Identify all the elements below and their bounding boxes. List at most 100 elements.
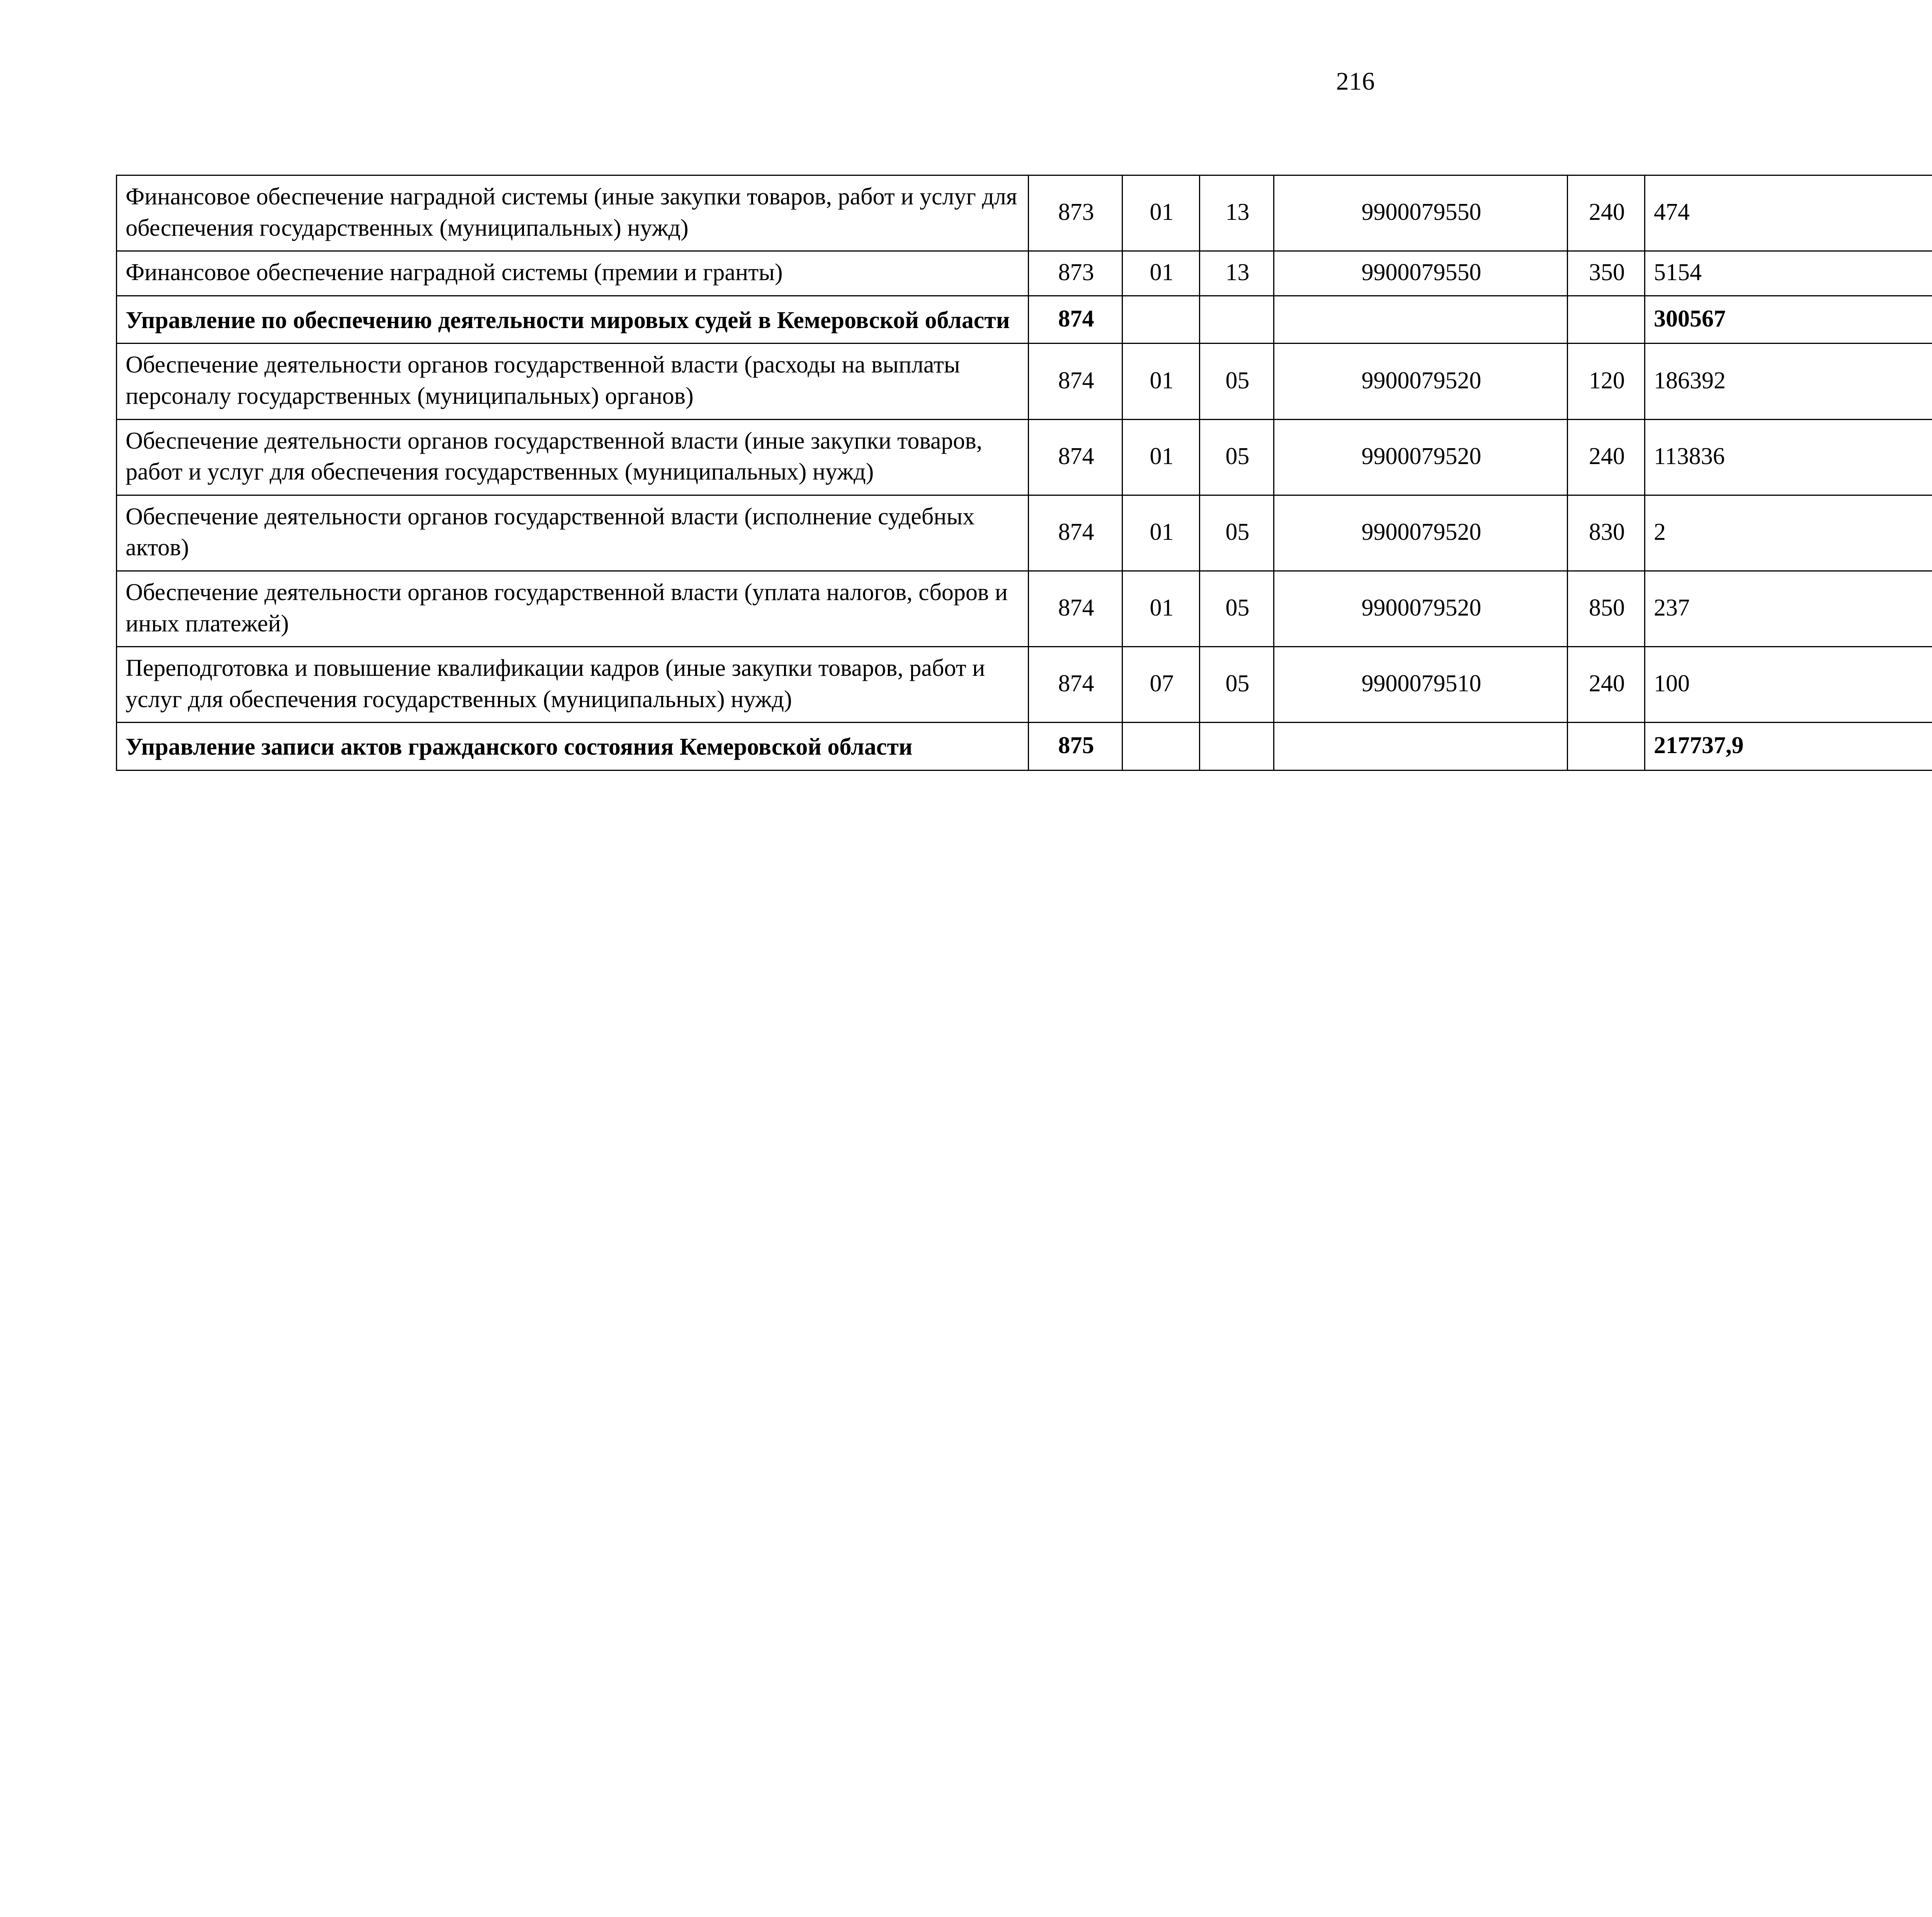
cell-text: 9900079550 <box>1361 199 1481 226</box>
cell-text: 100 <box>1654 670 1690 697</box>
cell-sum-1: 2 <box>1644 494 1932 572</box>
cell-vedomstvo: 875 <box>1028 722 1123 771</box>
cell-text: Обеспечение деятельности органов государ… <box>126 503 975 561</box>
cell-podrazdel: 13 <box>1199 250 1274 296</box>
cell-podrazdel <box>1199 722 1274 771</box>
cell-text: 830 <box>1589 519 1625 546</box>
cell-text: 5154 <box>1654 259 1702 286</box>
cell-razdel: 01 <box>1122 174 1200 252</box>
cell-text: 186392 <box>1654 367 1726 394</box>
cell-sum-1: 186392 <box>1644 343 1932 420</box>
cell-text: 05 <box>1225 670 1250 697</box>
cell-text: 9900079520 <box>1361 595 1481 621</box>
page-number: 216 <box>1336 67 1375 95</box>
cell-text: 13 <box>1225 259 1250 286</box>
table-row: Переподготовка и повышение квалификации … <box>116 646 1932 723</box>
cell-text: 01 <box>1150 519 1174 546</box>
cell-text: 120 <box>1589 367 1625 394</box>
cell-vid-rashodov: 240 <box>1567 174 1645 252</box>
cell-vid-rashodov: 240 <box>1567 418 1645 496</box>
cell-text: Управление по обеспечению деятельности м… <box>126 307 1010 333</box>
cell-text: 874 <box>1058 443 1094 469</box>
cell-text: 2 <box>1654 519 1666 546</box>
cell-vedomstvo: 874 <box>1028 646 1123 723</box>
cell-text: 474 <box>1654 199 1690 226</box>
cell-sum-1: 474 <box>1644 174 1932 252</box>
cell-sum-1: 237 <box>1644 570 1932 648</box>
cell-razdel <box>1122 295 1200 344</box>
cell-sum-1: 217737,9 <box>1644 722 1932 771</box>
cell-razdel: 01 <box>1122 494 1200 572</box>
cell-text: 873 <box>1058 199 1094 226</box>
table-row: Обеспечение деятельности органов государ… <box>116 570 1932 648</box>
cell-celevaya-statya: 9900079520 <box>1273 418 1568 496</box>
cell-name: Управление по обеспечению деятельности м… <box>116 295 1029 344</box>
cell-celevaya-statya <box>1273 295 1568 344</box>
cell-podrazdel: 05 <box>1199 343 1274 420</box>
cell-vid-rashodov: 350 <box>1567 250 1645 296</box>
cell-text: 01 <box>1150 259 1174 286</box>
cell-text: Управление записи актов гражданского сос… <box>126 734 913 760</box>
cell-name: Финансовое обеспечение наградной системы… <box>116 174 1029 252</box>
cell-text: 237 <box>1654 595 1690 621</box>
table-row: Обеспечение деятельности органов государ… <box>116 343 1932 420</box>
cell-celevaya-statya <box>1273 722 1568 771</box>
cell-podrazdel <box>1199 295 1274 344</box>
cell-vedomstvo: 874 <box>1028 494 1123 572</box>
table-row: Управление по обеспечению деятельности м… <box>116 295 1932 344</box>
cell-text: 9900079550 <box>1361 259 1481 286</box>
cell-vedomstvo: 874 <box>1028 295 1123 344</box>
cell-vedomstvo: 873 <box>1028 250 1123 296</box>
cell-razdel: 01 <box>1122 343 1200 420</box>
cell-celevaya-statya: 9900079520 <box>1273 494 1568 572</box>
cell-text: 9900079520 <box>1361 367 1481 394</box>
cell-name: Финансовое обеспечение наградной системы… <box>116 250 1029 296</box>
cell-text: 05 <box>1225 367 1250 394</box>
cell-podrazdel: 05 <box>1199 494 1274 572</box>
table-row: Обеспечение деятельности органов государ… <box>116 494 1932 572</box>
cell-vedomstvo: 873 <box>1028 174 1123 252</box>
cell-text: 01 <box>1150 595 1174 621</box>
cell-razdel: 01 <box>1122 570 1200 648</box>
cell-name: Переподготовка и повышение квалификации … <box>116 646 1029 723</box>
budget-table: Финансовое обеспечение наградной системы… <box>116 174 1932 771</box>
cell-vedomstvo: 874 <box>1028 343 1123 420</box>
cell-text: 01 <box>1150 367 1174 394</box>
cell-text: 874 <box>1058 305 1094 332</box>
cell-text: 850 <box>1589 595 1625 621</box>
cell-vid-rashodov <box>1567 722 1645 771</box>
cell-text: 874 <box>1058 595 1094 621</box>
cell-text: Обеспечение деятельности органов государ… <box>126 579 1008 637</box>
cell-vid-rashodov: 830 <box>1567 494 1645 572</box>
cell-text: 874 <box>1058 367 1094 394</box>
cell-text: 240 <box>1589 199 1625 226</box>
cell-text: 05 <box>1225 443 1250 469</box>
cell-vid-rashodov <box>1567 295 1645 344</box>
cell-razdel: 01 <box>1122 418 1200 496</box>
cell-sum-1: 113836 <box>1644 418 1932 496</box>
cell-celevaya-statya: 9900079520 <box>1273 343 1568 420</box>
cell-sum-1: 100 <box>1644 646 1932 723</box>
cell-vedomstvo: 874 <box>1028 570 1123 648</box>
cell-text: 240 <box>1589 670 1625 697</box>
cell-text: 07 <box>1150 670 1174 697</box>
cell-text: 217737,9 <box>1654 732 1744 759</box>
cell-text: 240 <box>1589 443 1625 469</box>
cell-text: 300567 <box>1654 305 1726 332</box>
cell-text: 874 <box>1058 670 1094 697</box>
cell-name: Обеспечение деятельности органов государ… <box>116 570 1029 648</box>
cell-vid-rashodov: 240 <box>1567 646 1645 723</box>
cell-text: Обеспечение деятельности органов государ… <box>126 427 983 485</box>
cell-podrazdel: 05 <box>1199 570 1274 648</box>
cell-podrazdel: 05 <box>1199 646 1274 723</box>
cell-text: 9900079510 <box>1361 670 1481 697</box>
cell-text: 113836 <box>1654 443 1725 469</box>
cell-text: Переподготовка и повышение квалификации … <box>126 655 985 713</box>
cell-text: 05 <box>1225 595 1250 621</box>
table-row: Управление записи актов гражданского сос… <box>116 722 1932 771</box>
cell-vid-rashodov: 850 <box>1567 570 1645 648</box>
cell-text: 874 <box>1058 519 1094 546</box>
cell-vid-rashodov: 120 <box>1567 343 1645 420</box>
cell-sum-1: 300567 <box>1644 295 1932 344</box>
